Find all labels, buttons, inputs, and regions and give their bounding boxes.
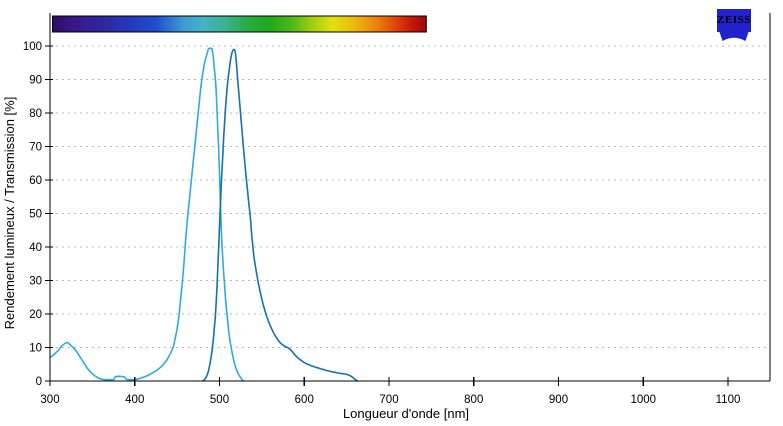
emission-spectrum-curve [202,48,359,382]
y-tick-label-90: 90 [29,75,42,87]
x-tick-label-800: 800 [464,394,483,406]
tick-labels-layer: 300 400 500 600 700 800 900 1000 1100 0 10 20 30 40 50… [23,41,741,406]
zeiss-logo: ZEISS [717,9,751,41]
y-tick-label-20: 20 [29,309,42,321]
x-tick-label-300: 300 [40,394,59,406]
x-tick-label-500: 500 [210,394,229,406]
x-tick-label-700: 700 [379,394,398,406]
curves-layer [49,47,359,382]
colorbar-layer [52,15,427,33]
y-tick-label-50: 50 [29,209,42,221]
x-axis-title: Longueur d'onde [nm] [343,406,469,421]
y-tick-label-0: 0 [36,376,42,388]
y-tick-label-40: 40 [29,242,42,254]
x-tick-label-900: 900 [549,394,568,406]
x-tick-label-1000: 1000 [630,394,656,406]
y-tick-label-70: 70 [29,142,42,154]
y-tick-label-60: 60 [29,175,42,187]
y-tick-label-100: 100 [23,41,42,53]
x-tick-label-400: 400 [125,394,144,406]
spectrum-colorbar [52,15,427,33]
x-tick-label-600: 600 [295,394,314,406]
y-axis-title: Rendement lumineux / Transmission [%] [2,97,17,330]
gridlines-layer [50,45,770,348]
zeiss-logo-lens [719,32,749,41]
y-tick-label-30: 30 [29,276,42,288]
zeiss-logo-text: ZEISS [717,14,751,26]
y-tick-label-10: 10 [29,343,42,355]
excitation-spectrum-curve [49,47,245,382]
x-tick-label-1100: 1100 [716,394,741,406]
zeiss-logo-square [717,9,751,32]
y-tick-label-80: 80 [29,108,42,120]
axes-layer [45,13,771,386]
